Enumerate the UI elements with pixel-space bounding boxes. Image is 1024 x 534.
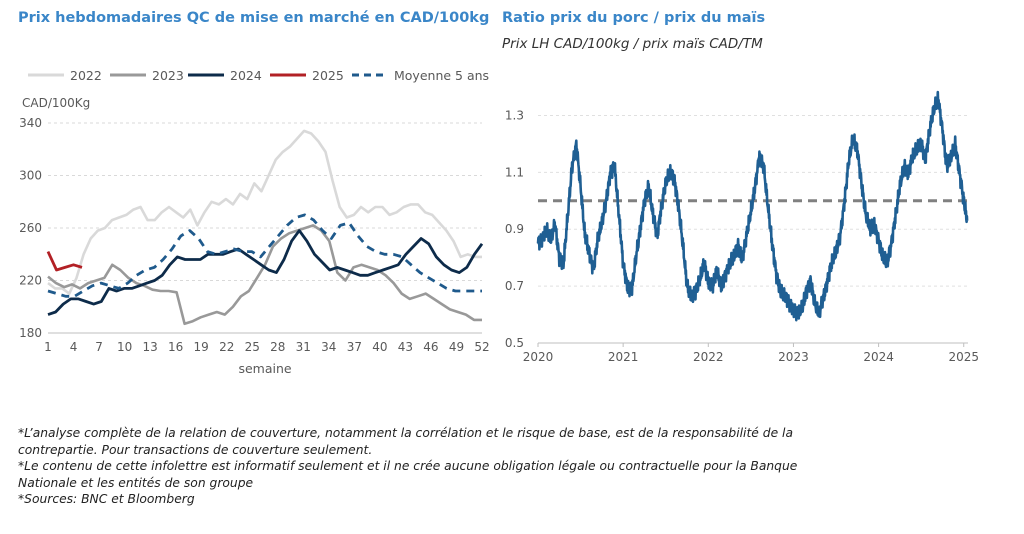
left-x-tick-label: 34: [321, 340, 336, 354]
left-legend-label: 2023: [152, 68, 184, 83]
footnotes: *L’analyse complète de la relation de co…: [18, 425, 848, 508]
right-x-tick-label: 2025: [948, 350, 979, 364]
left-x-tick-label: 7: [95, 340, 103, 354]
right-x-tick-label: 2020: [523, 350, 554, 364]
left-x-tick-label: 1: [44, 340, 52, 354]
left-series-line-moyenne-5-ans: [47, 213, 482, 298]
left-x-tick-label: 16: [168, 340, 183, 354]
hog-corn-ratio-chart: 0.5 0.7 0.9 1.1 1.3 2020 2021 2022 2023 2024 2025: [505, 90, 979, 364]
left-x-tick-label: 4: [70, 340, 78, 354]
left-y-tick-label: 300: [19, 169, 42, 183]
left-series-line-2023: [47, 224, 482, 326]
left-x-tick-label: 46: [423, 340, 438, 354]
left-x-tick-label: 52: [474, 340, 489, 354]
footnote-disclaimer: *Le contenu de cette infolettre est info…: [18, 459, 798, 490]
left-series-line-2024: [47, 229, 484, 316]
left-x-tick-label: 40: [372, 340, 387, 354]
left-legend-label: Moyenne 5 ans: [394, 68, 489, 83]
left-x-tick-label: 25: [245, 340, 260, 354]
left-legend-label: 2024: [230, 68, 262, 83]
left-x-tick-label: 43: [398, 340, 413, 354]
right-y-tick-label: 0.5: [505, 336, 524, 350]
left-chart-title: Prix hebdomadaires QC de mise en marché …: [18, 10, 490, 26]
left-x-tick-label: 28: [270, 340, 285, 354]
left-series-line-2025: [46, 251, 83, 272]
left-y-tick-label: 340: [19, 116, 42, 130]
left-x-tick-label: 19: [194, 340, 209, 354]
right-y-tick-label: 0.7: [505, 279, 524, 293]
left-x-axis-label: semaine: [238, 361, 291, 376]
left-legend-label: 2022: [70, 68, 102, 83]
right-chart-title: Ratio prix du porc / prix du maïs: [502, 10, 766, 26]
right-y-tick-label: 1.3: [505, 108, 524, 122]
right-y-tick-label: 1.1: [505, 165, 524, 179]
footnote-sources: *Sources: BNC et Bloomberg: [18, 492, 195, 506]
right-y-tick-label: 0.9: [505, 222, 524, 236]
footnote-hedging: *L’analyse complète de la relation de co…: [18, 426, 793, 457]
right-x-tick-label: 2021: [608, 350, 639, 364]
left-series-line-2022: [47, 129, 482, 295]
right-chart-subtitle: Prix LH CAD/100kg / prix maïs CAD/TM: [502, 36, 763, 52]
left-y-tick-label: 180: [19, 326, 42, 340]
weekly-price-chart: 180 220 260 300 340 1 4 7 10 13 16 19 22 25 28 31 34 37 40…: [19, 68, 490, 376]
left-x-tick-label: 22: [219, 340, 234, 354]
left-x-tick-label: 31: [296, 340, 311, 354]
left-y-axis-label: CAD/100Kg: [22, 96, 90, 110]
left-x-tick-label: 10: [117, 340, 132, 354]
right-x-tick-label: 2024: [863, 350, 894, 364]
right-x-tick-label: 2022: [693, 350, 724, 364]
left-y-tick-label: 220: [19, 274, 42, 288]
right-x-tick-label: 2023: [778, 350, 809, 364]
left-x-tick-label: 13: [142, 340, 157, 354]
left-y-tick-label: 260: [19, 221, 42, 235]
left-x-tick-label: 49: [449, 340, 464, 354]
right-series-line-ratio: [536, 90, 969, 322]
left-legend-label: 2025: [312, 68, 344, 83]
left-x-tick-label: 37: [347, 340, 362, 354]
